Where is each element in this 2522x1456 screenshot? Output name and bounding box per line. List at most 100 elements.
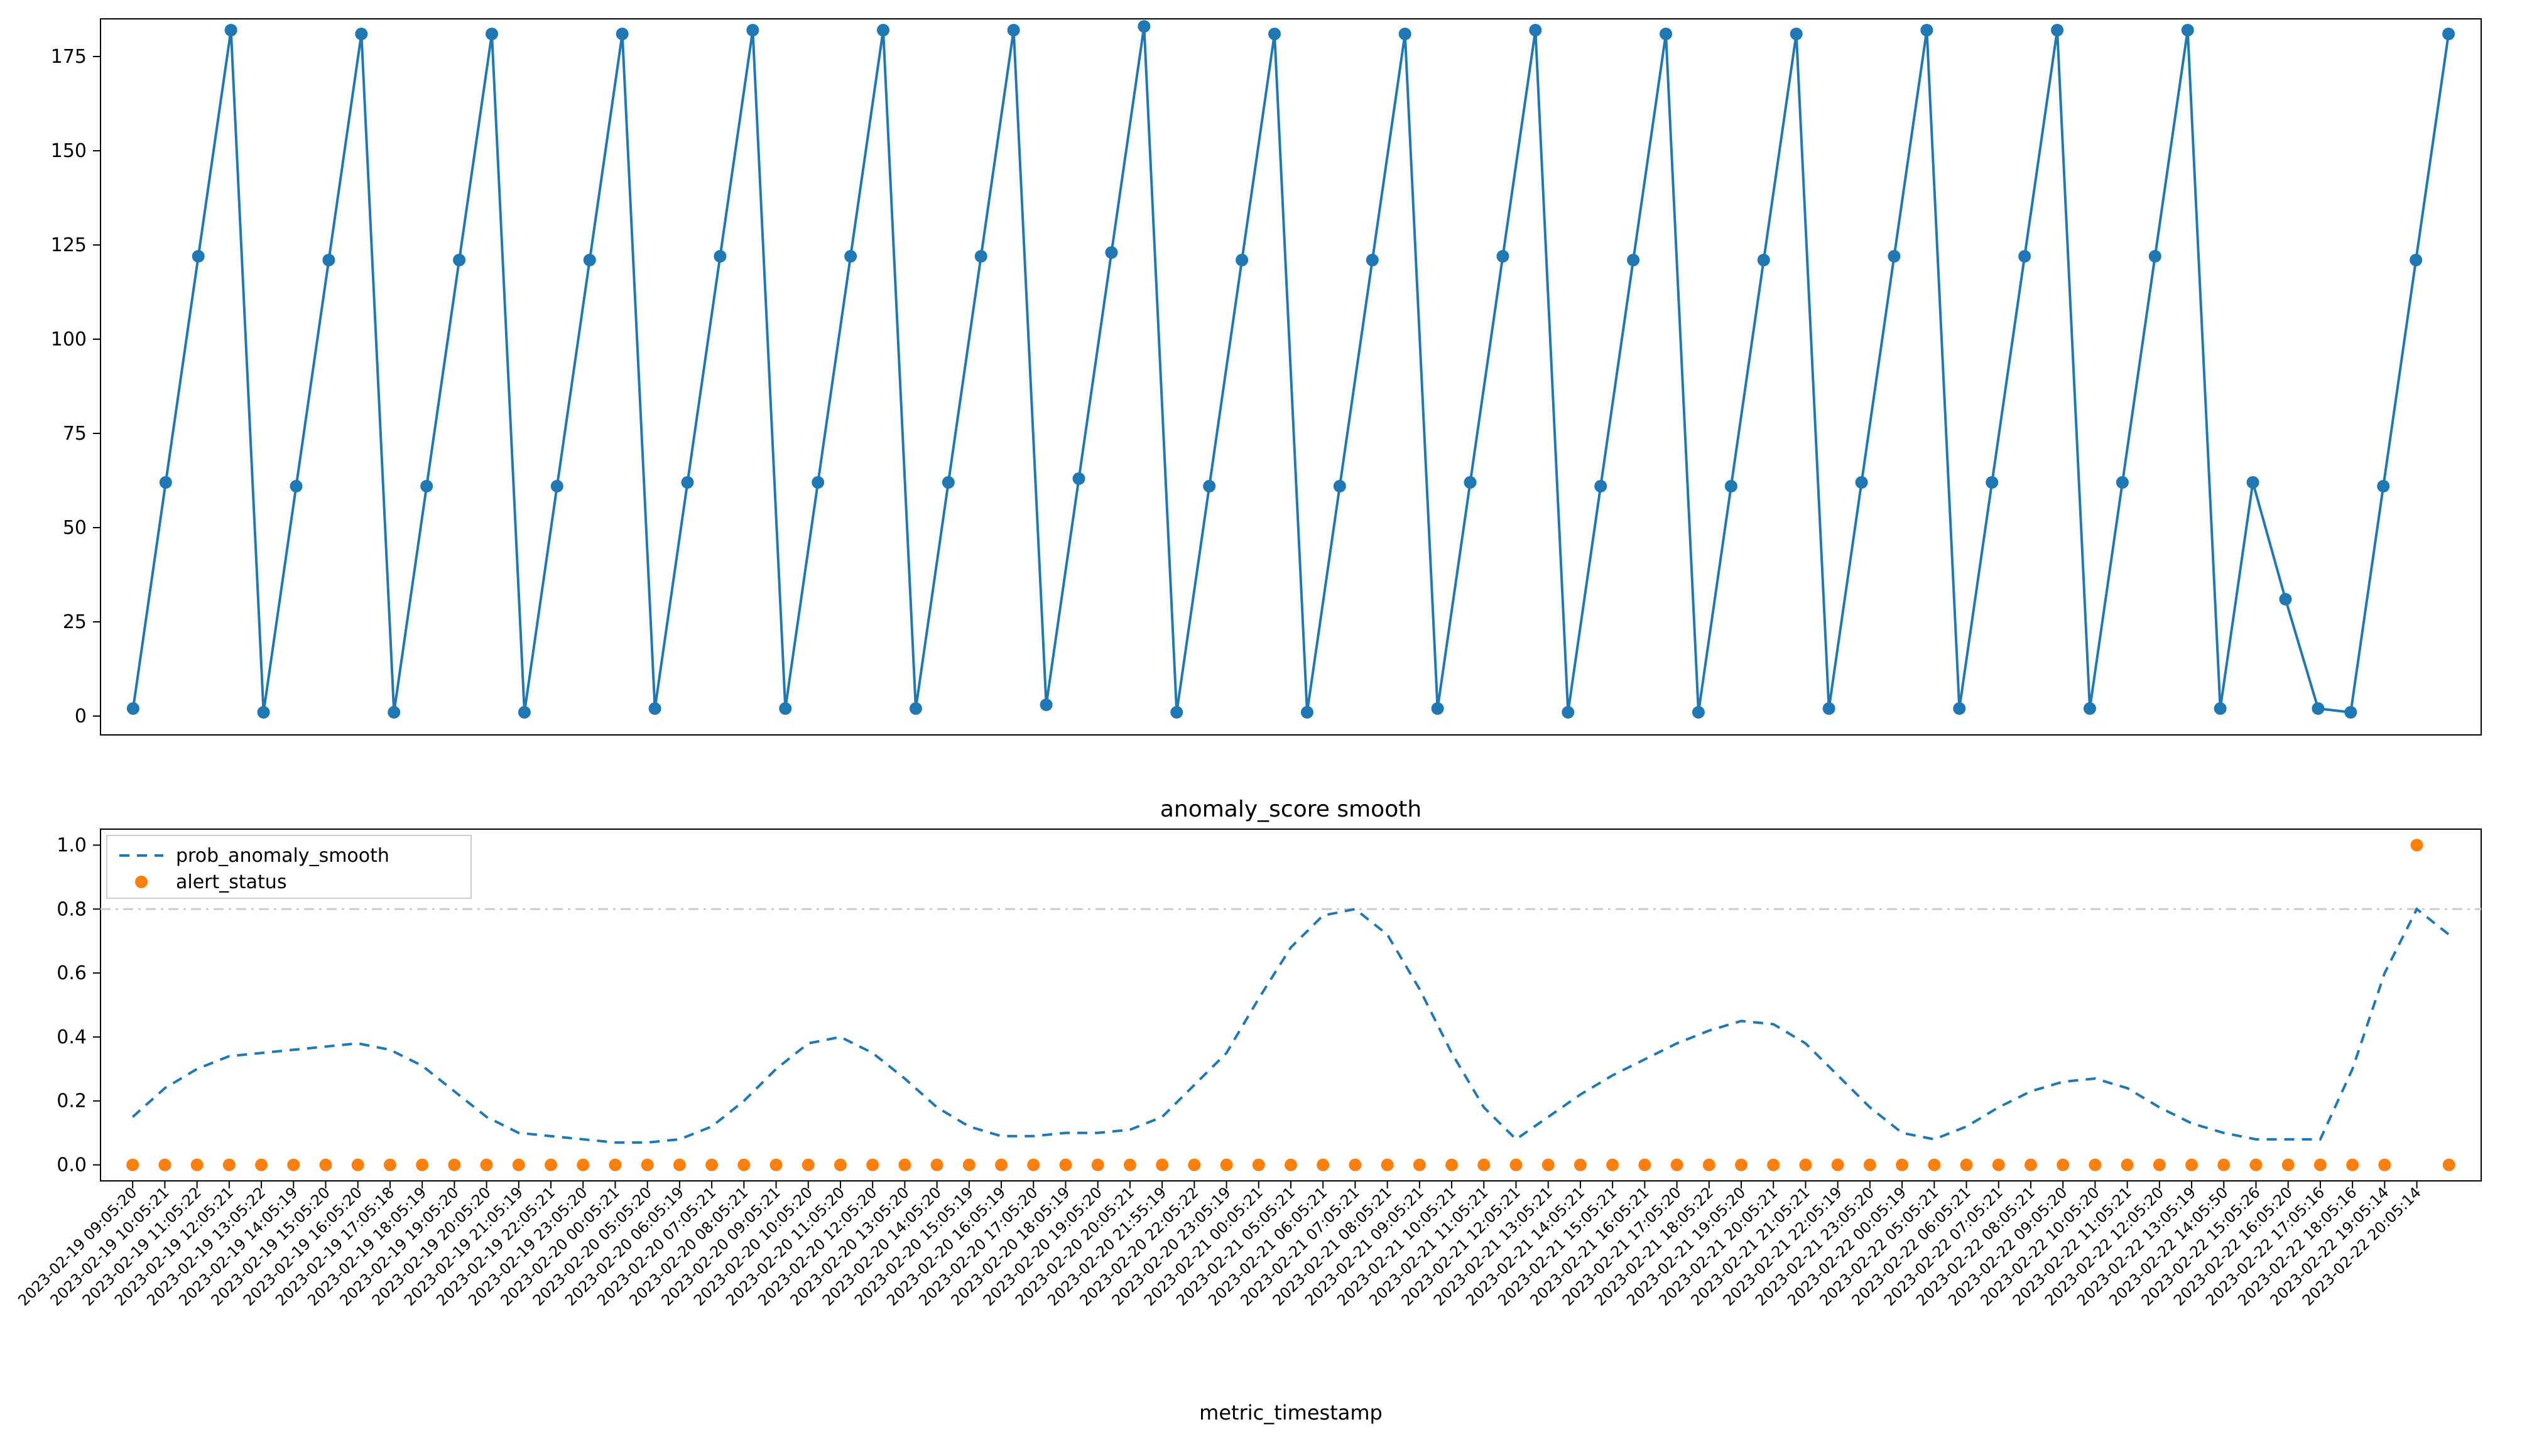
top-line	[133, 26, 2449, 712]
bottom-ytick-label: 0.6	[57, 962, 87, 984]
top-marker	[1562, 706, 1574, 719]
prob-anomaly-line	[133, 909, 2449, 1143]
top-marker	[2344, 706, 2357, 719]
bottom-ytick-label: 0.2	[57, 1090, 87, 1112]
alert-status-marker	[1574, 1159, 1587, 1171]
alert-status-marker	[2378, 1159, 2391, 1171]
top-ytick-label: 100	[51, 329, 87, 350]
legend-dot-icon	[135, 876, 148, 888]
alert-status-marker	[737, 1159, 750, 1171]
top-marker	[877, 24, 889, 36]
alert-status-marker	[834, 1159, 847, 1171]
top-marker	[388, 706, 400, 719]
alert-status-marker	[1928, 1159, 1940, 1171]
top-marker	[1366, 254, 1379, 266]
alert-status-marker	[1671, 1159, 1683, 1171]
alert-status-marker	[2153, 1159, 2166, 1171]
top-marker	[355, 28, 367, 40]
top-marker	[1170, 706, 1183, 719]
top-marker	[2182, 24, 2194, 36]
alert-status-marker	[513, 1159, 525, 1171]
top-marker	[616, 28, 629, 40]
top-marker	[1823, 702, 1835, 715]
alert-status-marker	[255, 1159, 268, 1171]
alert-status-marker	[1253, 1159, 1265, 1171]
top-marker	[2018, 250, 2031, 263]
top-marker	[322, 254, 335, 266]
top-marker	[812, 476, 824, 489]
alert-status-marker	[2249, 1159, 2262, 1171]
top-marker	[910, 702, 922, 715]
top-marker	[1692, 706, 1705, 719]
alert-status-marker	[2121, 1159, 2134, 1171]
top-marker	[1529, 24, 1541, 36]
alert-status-marker	[158, 1159, 171, 1171]
top-marker	[290, 480, 303, 492]
alert-status-marker	[1992, 1159, 2005, 1171]
top-marker	[1073, 472, 1085, 485]
top-ytick-label: 0	[75, 705, 87, 727]
alert-status-marker	[2089, 1159, 2101, 1171]
alert-status-marker	[673, 1159, 686, 1171]
alert-status-marker	[2282, 1159, 2295, 1171]
alert-status-marker	[577, 1159, 589, 1171]
alert-status-marker	[609, 1159, 621, 1171]
alert-status-marker	[1445, 1159, 1458, 1171]
top-marker	[1790, 28, 1803, 40]
alert-status-marker	[1799, 1159, 1812, 1171]
alert-status-marker	[1092, 1159, 1104, 1171]
alert-status-marker	[1124, 1159, 1136, 1171]
top-marker	[682, 476, 694, 489]
top-marker	[746, 24, 759, 36]
alert-status-marker	[384, 1159, 396, 1171]
top-marker	[486, 28, 498, 40]
top-marker	[2377, 480, 2389, 492]
top-marker	[453, 254, 465, 266]
top-marker	[1301, 706, 1313, 719]
alert-status-marker	[1542, 1159, 1555, 1171]
top-marker	[518, 706, 531, 719]
top-marker	[1660, 28, 1672, 40]
alert-status-marker	[1059, 1159, 1072, 1171]
top-marker	[2247, 476, 2259, 489]
alert-status-marker	[866, 1159, 879, 1171]
alert-status-marker	[1285, 1159, 1297, 1171]
legend-label-prob: prob_anomaly_smooth	[176, 845, 389, 867]
top-marker	[160, 476, 172, 489]
top-marker	[1758, 254, 1770, 266]
top-marker	[779, 702, 791, 715]
alert-status-marker	[1349, 1159, 1361, 1171]
alert-status-marker	[1606, 1159, 1619, 1171]
alert-status-marker	[1381, 1159, 1394, 1171]
top-ytick-label: 175	[51, 46, 87, 68]
top-ytick-label: 25	[63, 611, 87, 633]
alert-status-marker	[1960, 1159, 1973, 1171]
top-ytick-label: 150	[51, 140, 87, 162]
alert-status-marker	[770, 1159, 783, 1171]
top-marker	[225, 24, 237, 36]
top-marker	[2116, 476, 2129, 489]
alert-status-marker	[2443, 1159, 2455, 1171]
alert-status-marker	[223, 1159, 236, 1171]
top-marker	[192, 250, 205, 263]
alert-status-marker	[1317, 1159, 1329, 1171]
top-marker	[2279, 593, 2291, 606]
alert-status-marker	[1735, 1159, 1747, 1171]
bottom-ytick-label: 0.0	[57, 1154, 87, 1176]
alert-status-marker	[191, 1159, 204, 1171]
alert-status-marker	[2185, 1159, 2198, 1171]
alert-status-marker	[2411, 839, 2423, 851]
top-marker	[1920, 24, 1933, 36]
legend: prob_anomaly_smoothalert_status	[107, 835, 471, 898]
alert-status-marker	[2057, 1159, 2069, 1171]
alert-status-marker	[1188, 1159, 1200, 1171]
alert-status-marker	[898, 1159, 911, 1171]
alert-status-marker	[705, 1159, 718, 1171]
top-marker	[1138, 20, 1150, 33]
alert-status-marker	[1510, 1159, 1523, 1171]
alert-status-marker	[1896, 1159, 1908, 1171]
bottom-xlabel: metric_timestamp	[1199, 1401, 1383, 1425]
top-marker	[1040, 698, 1053, 711]
alert-status-marker	[931, 1159, 943, 1171]
top-marker	[1399, 28, 1411, 40]
